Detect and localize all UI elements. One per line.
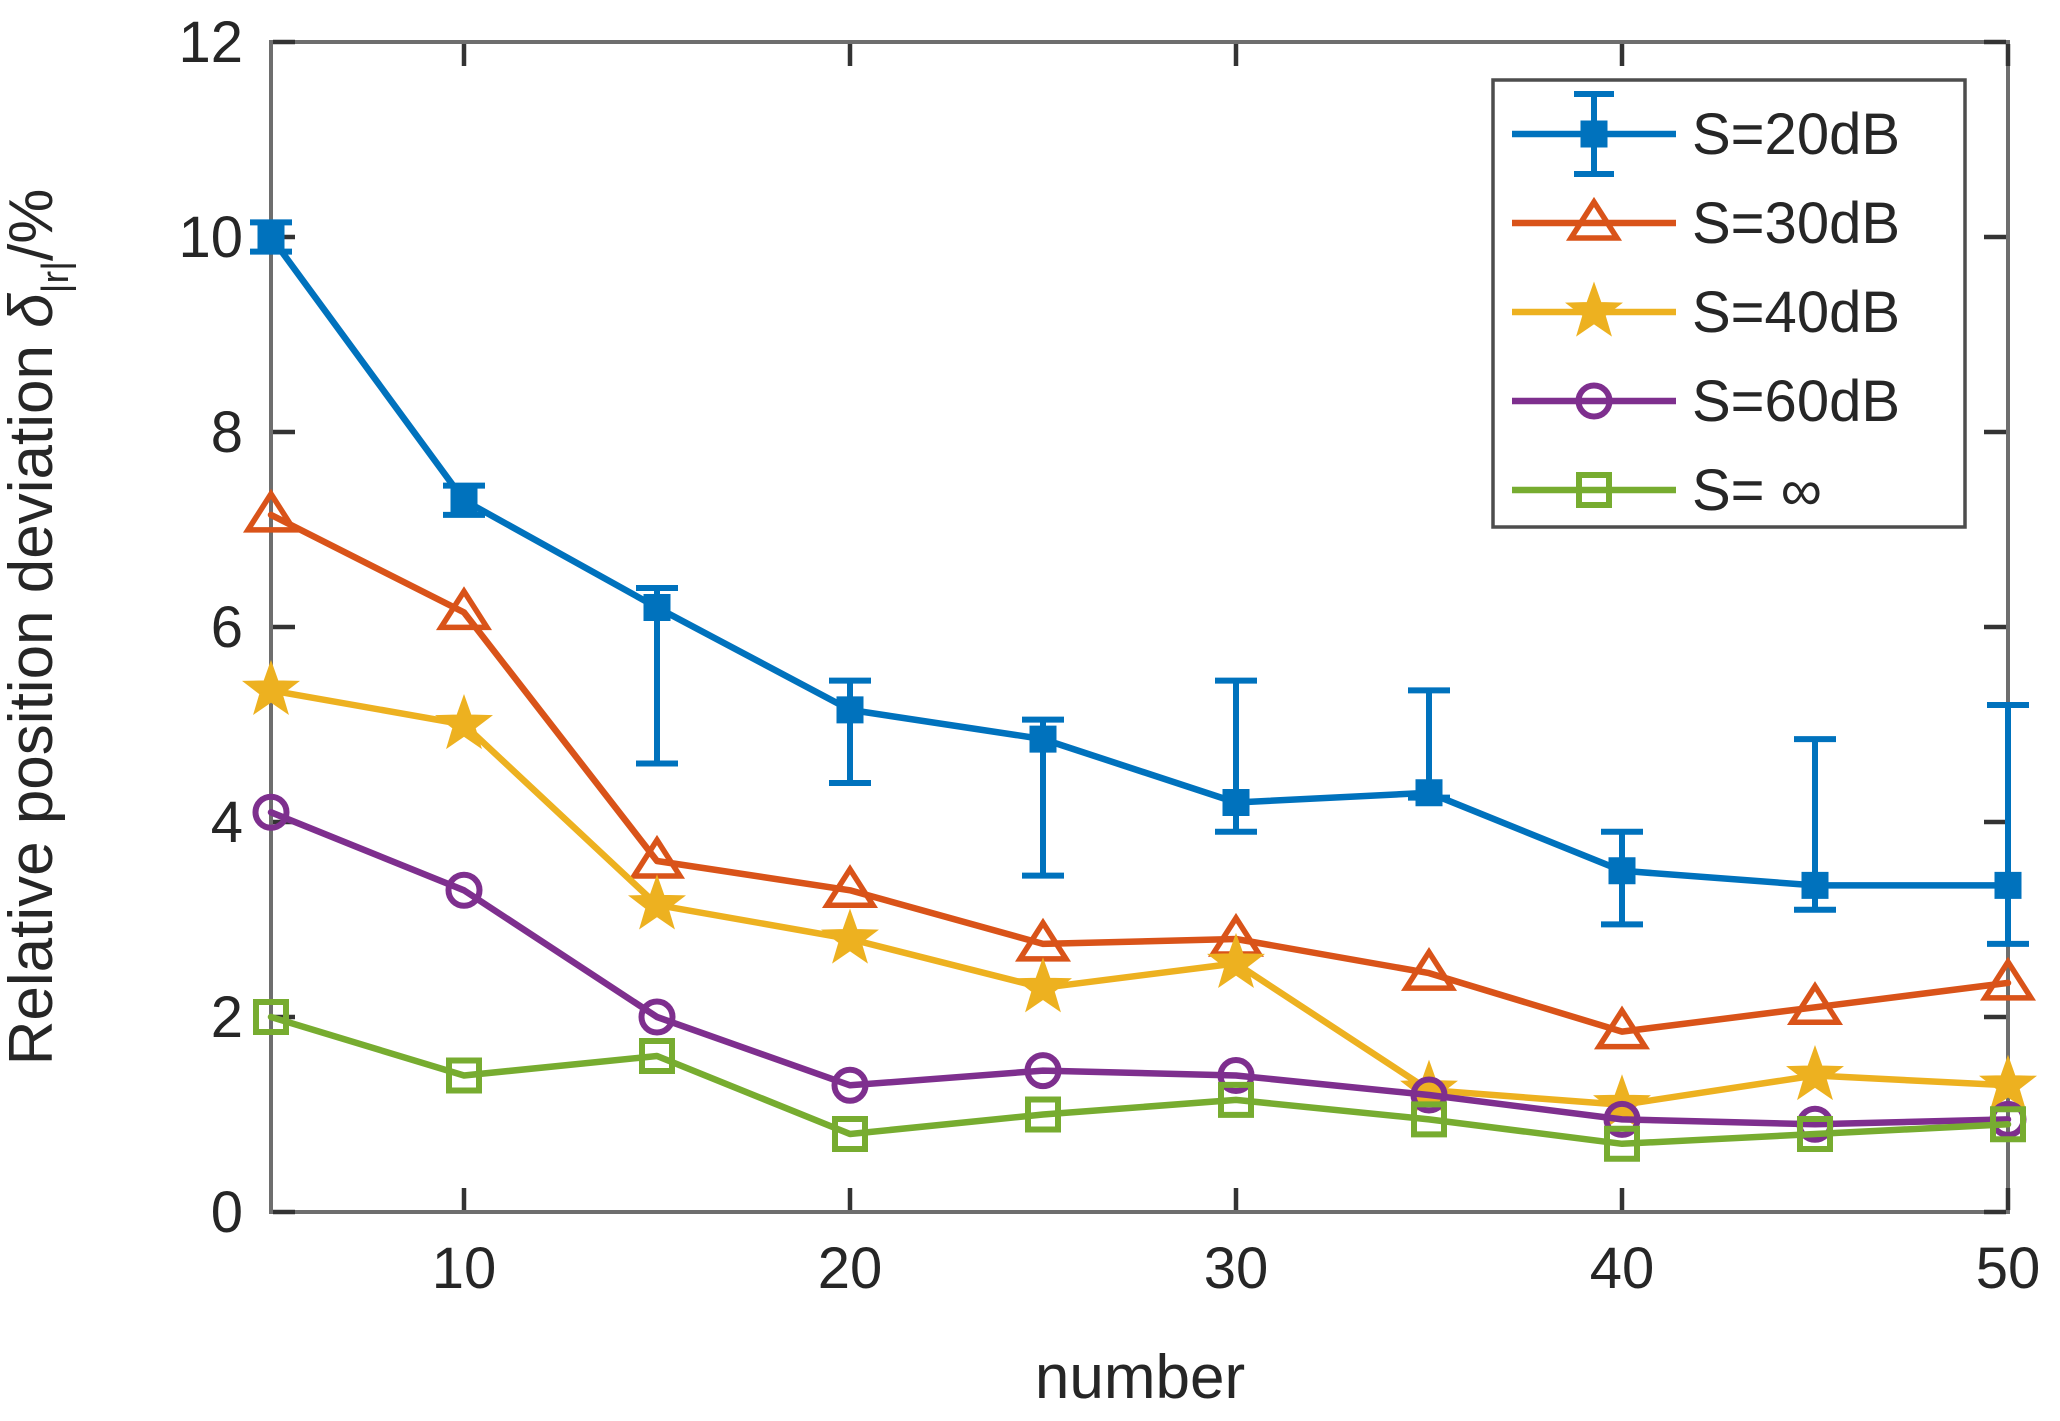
legend-entry-s60db: S=60dB xyxy=(1512,369,1900,434)
plot-area: 10 20 30 40 50 0 2 4 6 8 10 12 S=20dB S=30dB S=40dB S=6… xyxy=(178,10,2040,1301)
legend-marker xyxy=(1575,382,1613,420)
y-tick-label: 0 xyxy=(211,1180,243,1245)
y-axis-label-unit: /% xyxy=(0,189,66,261)
data-point-marker xyxy=(832,1116,868,1152)
data-point-marker xyxy=(435,694,493,750)
data-point-marker xyxy=(1222,789,1250,816)
series-s60db xyxy=(252,793,2027,1143)
data-point-marker xyxy=(1603,1100,1641,1138)
series-s30db xyxy=(242,488,2037,1050)
x-tick-label: 20 xyxy=(818,1236,883,1301)
y-tick-label: 12 xyxy=(178,10,243,75)
data-point-marker xyxy=(1207,932,1265,989)
x-tick-label: 50 xyxy=(1976,1236,2041,1301)
series-markers xyxy=(242,659,2037,1130)
legend-marker xyxy=(1580,120,1608,148)
data-point-marker xyxy=(1014,957,1072,1013)
data-point-marker xyxy=(1411,1101,1447,1138)
data-point-marker xyxy=(1979,956,2037,1001)
y-tick-label: 6 xyxy=(211,595,243,660)
data-point-marker xyxy=(1990,1106,2026,1143)
series-markers xyxy=(242,488,2037,1050)
series-markers xyxy=(252,793,2027,1143)
legend-label: S=40dB xyxy=(1692,280,1900,345)
legend-entry-s40db: S=40dB xyxy=(1512,280,1900,345)
data-point-marker xyxy=(242,488,300,533)
data-point-marker xyxy=(639,1038,675,1074)
legend-label: S=30dB xyxy=(1692,191,1900,256)
data-point-marker xyxy=(1029,725,1057,753)
data-point-marker xyxy=(821,908,879,964)
legend-marker xyxy=(1565,196,1623,241)
series-s40db xyxy=(242,659,2037,1130)
data-point-marker xyxy=(836,696,864,724)
tick-labels: 10 20 30 40 50 0 2 4 6 8 10 12 xyxy=(178,10,2040,1301)
series-s20db xyxy=(250,219,2029,947)
data-point-marker xyxy=(257,223,285,251)
axes-frame xyxy=(269,40,2010,1214)
series-line xyxy=(267,1013,2012,1148)
data-point-marker xyxy=(446,1057,482,1094)
data-point-marker xyxy=(638,998,676,1036)
series-line xyxy=(267,511,2012,1035)
data-point-marker xyxy=(1801,871,1829,899)
data-point-marker xyxy=(1218,1081,1254,1118)
legend-marker xyxy=(1576,472,1612,508)
data-point-marker xyxy=(1410,1076,1448,1114)
data-point-marker xyxy=(643,594,671,621)
y-tick-label: 2 xyxy=(211,985,243,1050)
data-point-marker xyxy=(1786,981,1844,1025)
data-point-marker xyxy=(1604,1125,1640,1162)
y-tick-label: 8 xyxy=(211,400,243,465)
data-point-marker xyxy=(831,1066,869,1104)
legend-marker xyxy=(1565,281,1623,337)
series-markers xyxy=(257,223,2022,899)
legend: S=20dB S=30dB S=40dB S=60dB S= ∞ xyxy=(1491,78,1967,529)
y-tick-label: 4 xyxy=(211,790,243,855)
data-point-marker xyxy=(628,874,686,930)
data-point-marker xyxy=(1994,871,2022,899)
series-line xyxy=(267,809,2012,1128)
legend-entry-s20db: S=20dB xyxy=(1512,91,1900,177)
svg-text:Relative position deviation δ|: Relative position deviation δ|r|/% xyxy=(0,189,77,1066)
y-axis-label-subscript: |r| xyxy=(35,261,77,293)
data-point-marker xyxy=(821,864,879,908)
legend-entry-s: S= ∞ xyxy=(1512,458,1822,523)
y-axis-label-symbol: δ xyxy=(0,293,66,328)
data-point-marker xyxy=(1979,1054,2037,1110)
x-tick-label: 30 xyxy=(1204,1236,1269,1301)
y-axis-label: Relative position deviation δ|r|/% xyxy=(0,189,77,1066)
data-point-marker xyxy=(253,999,289,1035)
data-point-marker xyxy=(1400,1059,1458,1115)
x-axis-label: number xyxy=(1035,1343,1245,1412)
data-point-marker xyxy=(252,793,290,831)
data-point-marker xyxy=(1608,857,1636,885)
data-point-marker xyxy=(1400,947,1458,991)
legend-label: S=20dB xyxy=(1692,102,1900,167)
legend-label: S= ∞ xyxy=(1692,458,1822,523)
series-s xyxy=(253,999,2026,1162)
x-tick-label: 10 xyxy=(432,1236,497,1301)
data-point-marker xyxy=(435,586,493,631)
series-line xyxy=(267,687,2012,1109)
data-point-marker xyxy=(1786,1045,1844,1101)
data-point-marker xyxy=(1593,1005,1651,1050)
legend-label: S=60dB xyxy=(1692,369,1900,434)
data-point-marker xyxy=(1024,1052,1062,1090)
data-point-marker xyxy=(1025,1096,1061,1133)
legend-entry-s30db: S=30dB xyxy=(1512,191,1900,256)
data-point-marker xyxy=(1415,779,1443,807)
data-point-marker xyxy=(450,486,478,514)
data-point-marker xyxy=(1217,1057,1255,1094)
data-point-marker xyxy=(1797,1116,1833,1152)
data-point-marker xyxy=(445,871,483,909)
y-axis-label-text: Relative position deviation xyxy=(0,328,66,1066)
series-markers xyxy=(253,999,2026,1162)
series-line xyxy=(267,233,2012,889)
x-tick-label: 40 xyxy=(1590,1236,1655,1301)
data-point-marker xyxy=(242,659,300,716)
y-tick-label: 10 xyxy=(178,205,243,270)
